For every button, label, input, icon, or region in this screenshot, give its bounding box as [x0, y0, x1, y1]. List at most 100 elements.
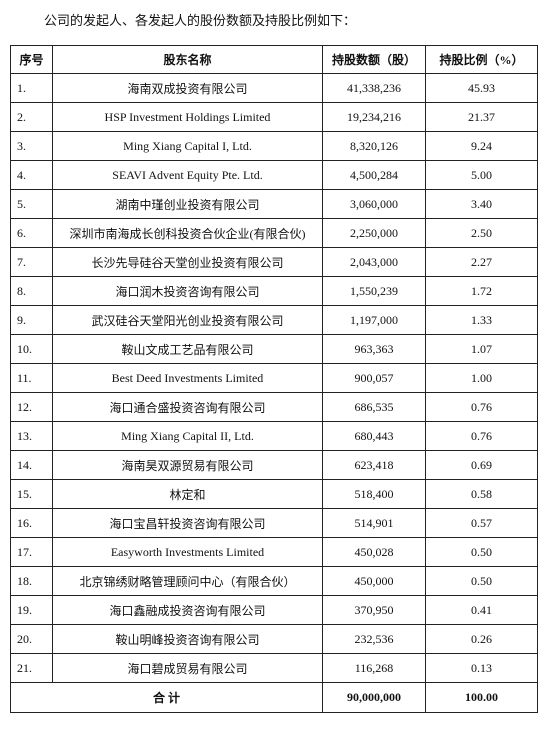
table-cell: 0.69 — [425, 450, 538, 480]
table-cell: 武汉硅谷天堂阳光创业投资有限公司 — [52, 305, 323, 335]
table-cell: 海口鑫融成投资咨询有限公司 — [52, 595, 323, 625]
table-row: 14. 海南昊双源贸易有限公司 623,418 0.69 — [10, 450, 538, 480]
table-cell: 13. — [10, 421, 53, 451]
table-cell: 0.76 — [425, 392, 538, 422]
table-cell: 450,000 — [322, 566, 426, 596]
table-row: 7. 长沙先导硅谷天堂创业投资有限公司 2,043,000 2.27 — [10, 247, 538, 277]
table-row: 11. Best Deed Investments Limited 900,057 1… — [10, 363, 538, 393]
table-cell: 深圳市南海成长创科投资合伙企业(有限合伙) — [52, 218, 323, 248]
table-cell: 海口润木投资咨询有限公司 — [52, 276, 323, 306]
table-row: 1. 海南双成投资有限公司 41,338,236 45.93 — [10, 73, 538, 103]
table-cell: 1,197,000 — [322, 305, 426, 335]
table-cell: 2. — [10, 102, 53, 132]
table-row: 15. 林定和 518,400 0.58 — [10, 479, 538, 509]
table-row: 13. Ming Xiang Capital II, Ltd. 680,443 0.7… — [10, 421, 538, 451]
table-cell: 0.76 — [425, 421, 538, 451]
table-cell: 湖南中瑾创业投资有限公司 — [52, 189, 323, 219]
table-cell: 4. — [10, 160, 53, 190]
table-cell: 20. — [10, 624, 53, 654]
table-cell: 2.27 — [425, 247, 538, 277]
table-cell: 8,320,126 — [322, 131, 426, 161]
table-cell: 21.37 — [425, 102, 538, 132]
table-cell: Ming Xiang Capital II, Ltd. — [52, 421, 323, 451]
table-cell: 7. — [10, 247, 53, 277]
table-cell: 0.26 — [425, 624, 538, 654]
table-row: 3. Ming Xiang Capital I, Ltd. 8,320,126 9.2… — [10, 131, 538, 161]
table-cell: 623,418 — [322, 450, 426, 480]
table-cell: Easyworth Investments Limited — [52, 537, 323, 567]
table-cell: 16. — [10, 508, 53, 538]
table-cell: 5.00 — [425, 160, 538, 190]
table-cell: 10. — [10, 334, 53, 364]
table-cell: 海口宝昌轩投资咨询有限公司 — [52, 508, 323, 538]
table-cell: 海口通合盛投资咨询有限公司 — [52, 392, 323, 422]
table-cell: 3.40 — [425, 189, 538, 219]
header-row: 序号 股东名称 持股数额（股） 持股比例（%） — [10, 45, 538, 74]
table-cell: 19,234,216 — [322, 102, 426, 132]
table-cell: 11. — [10, 363, 53, 393]
table-cell: 0.50 — [425, 537, 538, 567]
table-cell: 450,028 — [322, 537, 426, 567]
table-cell: 1.72 — [425, 276, 538, 306]
table-body: 1. 海南双成投资有限公司 41,338,236 45.93 2. HSP Investm… — [10, 73, 538, 713]
header-cell: 序号 — [10, 45, 53, 74]
table-cell: 232,536 — [322, 624, 426, 654]
table-cell: 9.24 — [425, 131, 538, 161]
table-cell: SEAVI Advent Equity Pte. Ltd. — [52, 160, 323, 190]
table-cell: 680,443 — [322, 421, 426, 451]
table-row: 6. 深圳市南海成长创科投资合伙企业(有限合伙) 2,250,000 2.50 — [10, 218, 538, 248]
table-cell: 514,901 — [322, 508, 426, 538]
total-shares: 90,000,000 — [322, 682, 426, 713]
table-row: 16. 海口宝昌轩投资咨询有限公司 514,901 0.57 — [10, 508, 538, 538]
table-cell: 0.57 — [425, 508, 538, 538]
table-cell: 3. — [10, 131, 53, 161]
table-cell: 1.00 — [425, 363, 538, 393]
table-cell: 海口碧成贸易有限公司 — [52, 653, 323, 683]
table-cell: 963,363 — [322, 334, 426, 364]
total-row: 合 计 90,000,000 100.00 — [10, 682, 538, 713]
table-cell: 8. — [10, 276, 53, 306]
table-row: 5. 湖南中瑾创业投资有限公司 3,060,000 3.40 — [10, 189, 538, 219]
table-cell: 0.58 — [425, 479, 538, 509]
table-cell: 45.93 — [425, 73, 538, 103]
table-cell: 686,535 — [322, 392, 426, 422]
table-cell: 2.50 — [425, 218, 538, 248]
table-cell: 518,400 — [322, 479, 426, 509]
table-cell: 12. — [10, 392, 53, 422]
table-cell: 0.13 — [425, 653, 538, 683]
intro-text: 公司的发起人、各发起人的股份数额及持股比例如下： — [44, 13, 357, 28]
table-cell: 4,500,284 — [322, 160, 426, 190]
table-cell: 2,043,000 — [322, 247, 426, 277]
header-cell: 股东名称 — [52, 45, 323, 74]
table-row: 8. 海口润木投资咨询有限公司 1,550,239 1.72 — [10, 276, 538, 306]
table-cell: 海南双成投资有限公司 — [52, 73, 323, 103]
table-cell: 海南昊双源贸易有限公司 — [52, 450, 323, 480]
table-cell: 5. — [10, 189, 53, 219]
table-row: 9. 武汉硅谷天堂阳光创业投资有限公司 1,197,000 1.33 — [10, 305, 538, 335]
table-row: 20. 鞍山明峰投资咨询有限公司 232,536 0.26 — [10, 624, 538, 654]
total-percent: 100.00 — [425, 682, 538, 713]
table-cell: 41,338,236 — [322, 73, 426, 103]
table-cell: 14. — [10, 450, 53, 480]
table-row: 2. HSP Investment Holdings Limited 19,234,… — [10, 102, 538, 132]
table-cell: 林定和 — [52, 479, 323, 509]
table-cell: 2,250,000 — [322, 218, 426, 248]
table-cell: 9. — [10, 305, 53, 335]
shareholder-table: 序号 股东名称 持股数额（股） 持股比例（%） 1. 海南双成投资有限公司 41,3… — [10, 45, 538, 713]
total-label: 合 计 — [10, 682, 323, 713]
table-cell: 19. — [10, 595, 53, 625]
table-cell: 1.33 — [425, 305, 538, 335]
table-cell: Ming Xiang Capital I, Ltd. — [52, 131, 323, 161]
table-cell: Best Deed Investments Limited — [52, 363, 323, 393]
table-cell: 0.50 — [425, 566, 538, 596]
table-cell: 18. — [10, 566, 53, 596]
table-cell: 3,060,000 — [322, 189, 426, 219]
table-cell: 1.07 — [425, 334, 538, 364]
table-cell: 6. — [10, 218, 53, 248]
table-cell: 北京锦绣财略管理顾问中心（有限合伙） — [52, 566, 323, 596]
table-row: 21. 海口碧成贸易有限公司 116,268 0.13 — [10, 653, 538, 683]
table-row: 19. 海口鑫融成投资咨询有限公司 370,950 0.41 — [10, 595, 538, 625]
header-cell: 持股数额（股） — [322, 45, 426, 74]
table-cell: 1,550,239 — [322, 276, 426, 306]
